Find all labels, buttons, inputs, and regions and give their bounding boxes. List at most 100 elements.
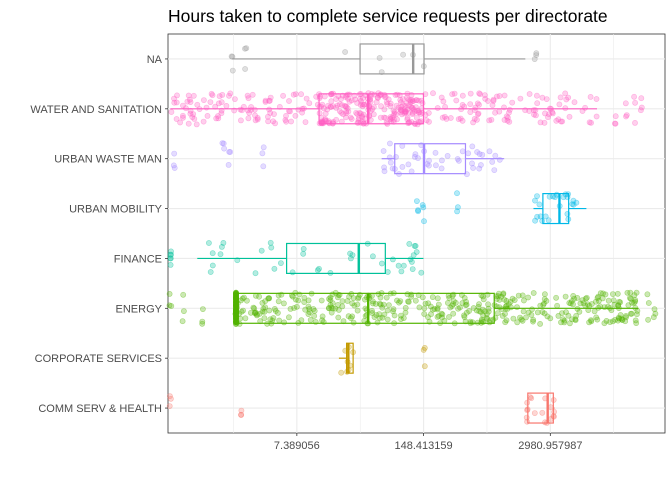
data-point <box>412 104 419 110</box>
data-point <box>366 96 373 102</box>
data-point <box>339 92 346 99</box>
data-point <box>502 319 509 326</box>
data-point <box>189 114 196 120</box>
data-point <box>343 110 350 116</box>
data-point <box>537 119 544 126</box>
chart-title: Hours taken to complete service requests… <box>168 6 608 26</box>
data-point <box>316 110 323 117</box>
data-point <box>326 120 333 127</box>
data-point <box>455 305 461 312</box>
data-point <box>481 308 488 315</box>
data-point <box>476 151 483 157</box>
data-point <box>349 300 356 307</box>
data-point <box>190 111 197 117</box>
data-point <box>565 312 572 319</box>
data-point <box>623 113 629 120</box>
data-point <box>428 311 434 318</box>
data-point <box>360 118 366 125</box>
data-point <box>398 312 404 319</box>
data-point <box>233 296 239 303</box>
data-point <box>332 305 339 312</box>
data-point <box>318 114 325 121</box>
data-point <box>171 150 178 157</box>
data-point <box>180 114 186 121</box>
data-point <box>438 310 445 317</box>
data-point <box>417 119 423 126</box>
data-point <box>405 96 412 103</box>
data-point <box>365 90 372 97</box>
data-point <box>378 260 385 267</box>
data-point <box>493 295 500 302</box>
data-point <box>612 120 618 127</box>
data-point <box>560 316 566 323</box>
data-point <box>400 102 406 108</box>
data-point <box>645 300 652 306</box>
data-point <box>461 103 468 110</box>
data-point <box>409 104 416 111</box>
data-point <box>458 292 465 298</box>
data-point <box>233 308 239 315</box>
data-point <box>422 91 429 97</box>
data-point <box>424 161 431 167</box>
data-point <box>489 158 496 165</box>
data-point <box>391 166 398 172</box>
data-point <box>485 301 491 308</box>
data-point <box>226 92 232 99</box>
data-point <box>625 302 632 309</box>
data-point <box>359 101 366 108</box>
data-point <box>418 105 425 112</box>
data-point <box>233 294 239 301</box>
y-tick-label: FINANCE <box>114 253 162 265</box>
data-point <box>622 100 629 107</box>
data-point <box>455 157 462 164</box>
data-point <box>628 310 635 317</box>
data-point <box>254 115 261 121</box>
data-point <box>584 301 591 308</box>
data-point <box>233 313 239 320</box>
data-point <box>410 106 417 113</box>
data-point <box>632 317 639 324</box>
data-point <box>233 320 239 327</box>
data-point <box>518 316 525 323</box>
data-point <box>233 296 239 303</box>
data-point <box>469 143 476 150</box>
data-point <box>623 112 630 118</box>
data-point <box>542 213 549 220</box>
data-point <box>558 319 564 326</box>
data-point <box>650 314 657 321</box>
data-point <box>476 165 483 172</box>
data-point <box>233 299 239 306</box>
data-point <box>329 120 336 127</box>
data-point <box>404 90 411 97</box>
data-point <box>434 295 441 302</box>
data-point <box>342 94 349 100</box>
data-point <box>467 101 474 107</box>
data-point <box>375 90 382 97</box>
data-point <box>445 292 452 299</box>
data-point <box>459 300 466 306</box>
data-point <box>627 295 634 302</box>
data-point <box>225 161 232 168</box>
data-point <box>254 116 261 123</box>
data-point <box>233 293 239 300</box>
data-point <box>360 111 367 118</box>
data-point <box>523 414 530 421</box>
data-point <box>404 114 411 121</box>
data-point <box>408 291 415 298</box>
data-point <box>616 305 622 311</box>
data-point <box>251 309 258 316</box>
data-point <box>345 366 352 373</box>
data-point <box>488 116 495 123</box>
data-point <box>583 294 590 301</box>
data-point <box>378 69 385 75</box>
data-point <box>494 310 501 316</box>
data-point <box>366 104 372 111</box>
data-point <box>308 290 315 297</box>
data-point <box>267 110 274 116</box>
data-point <box>631 299 637 306</box>
data-point <box>426 157 432 164</box>
data-point <box>457 115 464 122</box>
data-point <box>591 308 598 315</box>
data-point <box>409 110 416 116</box>
data-point <box>534 213 540 220</box>
